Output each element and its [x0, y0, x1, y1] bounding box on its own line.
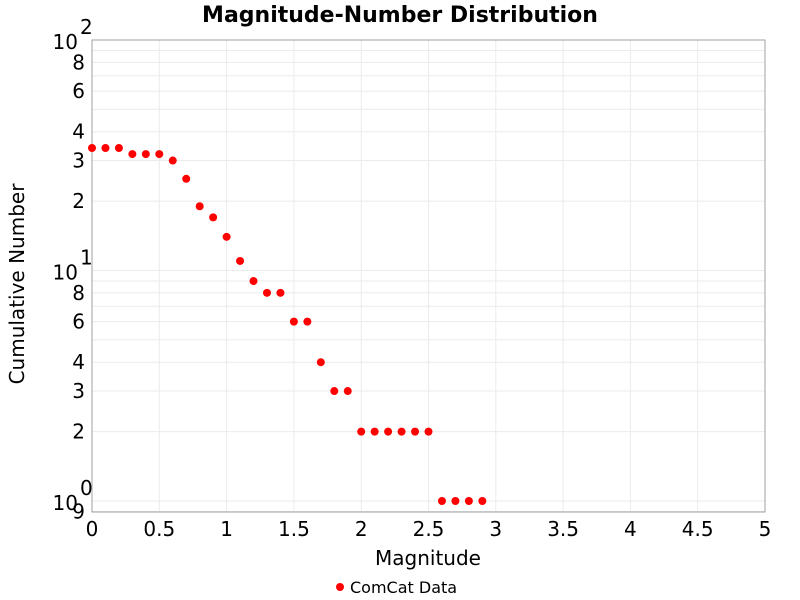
x-tick-label: 0.5: [143, 517, 175, 541]
y-tick-label: 8: [72, 281, 85, 305]
data-point: [101, 143, 110, 152]
y-tick-label: 6: [72, 79, 85, 103]
y-tick-label-base: 10: [53, 30, 78, 54]
x-tick-label: 4.5: [682, 517, 714, 541]
data-point: [236, 256, 245, 265]
data-point: [289, 317, 298, 326]
data-point: [155, 150, 164, 159]
data-points: [88, 143, 487, 505]
data-point: [478, 497, 487, 505]
data-point: [88, 143, 96, 152]
y-tick-label: 2: [72, 189, 85, 213]
data-point: [141, 150, 150, 159]
data-point: [397, 427, 406, 436]
data-point: [384, 427, 393, 436]
data-point: [357, 427, 366, 436]
y-tick-label: 6: [72, 310, 85, 334]
x-tick-label: 3: [489, 517, 502, 541]
data-point: [128, 150, 137, 159]
y-tick-label: 8: [72, 50, 85, 74]
legend-label: ComCat Data: [350, 578, 457, 597]
y-tick-label: 4: [72, 350, 85, 374]
y-tick-label-exponent: 1: [80, 246, 93, 270]
y-tick-label: 3: [72, 149, 85, 173]
chart-title: Magnitude-Number Distribution: [202, 3, 598, 28]
y-tick-label: 2: [72, 420, 85, 444]
legend-marker: [336, 583, 344, 591]
y-tick-label-exponent: 2: [80, 15, 93, 39]
data-point: [316, 358, 325, 367]
x-tick-labels: 0 0.5 1 1.5 2 2.5 3 3.5 4 4.5 5: [86, 517, 772, 541]
data-point: [370, 427, 379, 436]
y-tick-label-exponent: 0: [80, 476, 93, 500]
data-point: [168, 156, 177, 165]
y-tick-label-base: 10: [53, 261, 78, 285]
x-tick-label: 3.5: [547, 517, 579, 541]
x-tick-label: 2: [355, 517, 368, 541]
x-tick-label: 5: [759, 517, 772, 541]
x-tick-label: 1.5: [278, 517, 310, 541]
grid: [91, 39, 766, 513]
legend: ComCat Data: [336, 578, 457, 597]
y-axis-label: Cumulative Number: [5, 183, 29, 385]
data-point: [424, 427, 433, 436]
data-point: [330, 387, 339, 396]
x-tick-label: 2.5: [413, 517, 445, 541]
y-tick-label: 3: [72, 379, 85, 403]
data-point: [195, 202, 204, 211]
data-point: [182, 174, 191, 183]
data-point: [276, 288, 285, 297]
data-point: [464, 497, 473, 505]
data-point: [222, 232, 231, 241]
data-point: [114, 143, 123, 152]
x-axis-label: Magnitude: [375, 546, 481, 570]
y-tick-label-base: 10: [53, 491, 78, 515]
data-point: [343, 387, 352, 396]
data-point: [451, 497, 460, 505]
x-tick-label: 4: [624, 517, 637, 541]
data-point: [249, 277, 258, 286]
plot-area-border: [91, 39, 766, 513]
y-tick-label: 9: [72, 500, 85, 524]
data-point: [262, 288, 271, 297]
data-point: [411, 427, 420, 436]
data-point: [437, 497, 446, 505]
x-tick-label: 1: [220, 517, 233, 541]
y-tick-label: 4: [72, 120, 85, 144]
data-point: [303, 317, 312, 326]
x-tick-label: 0: [86, 517, 99, 541]
data-point: [209, 213, 218, 222]
